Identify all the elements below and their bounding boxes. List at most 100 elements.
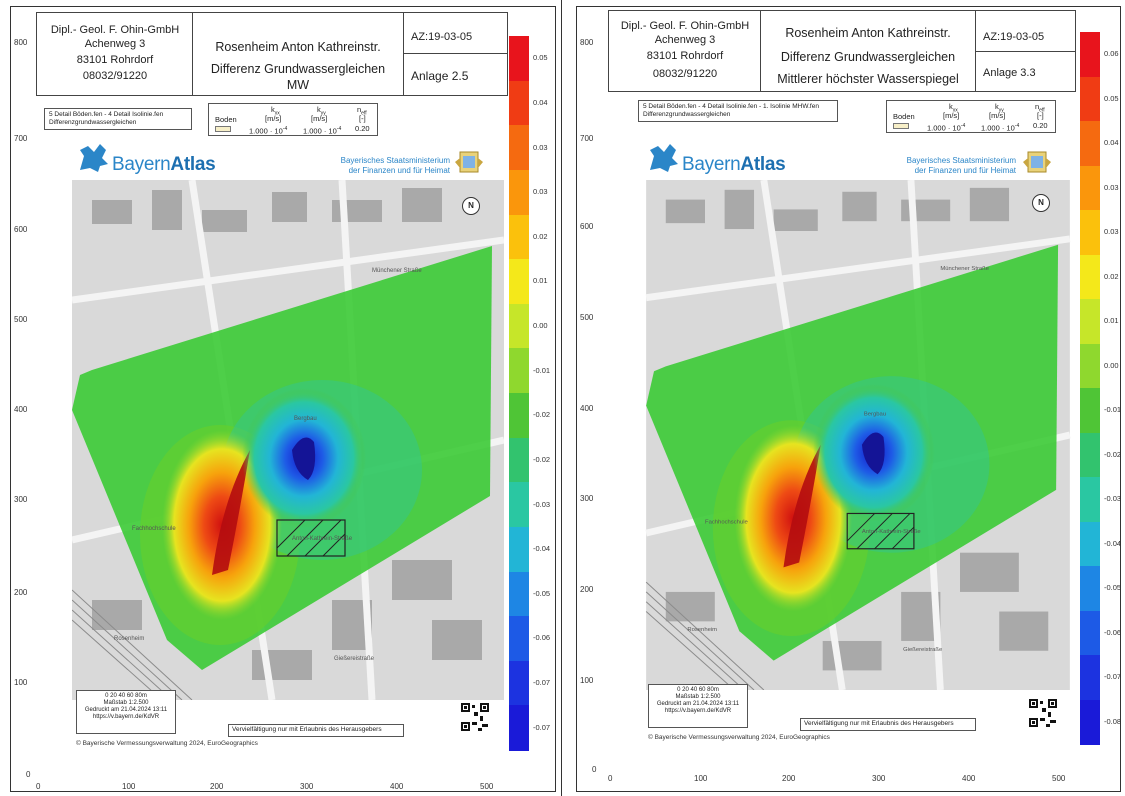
x-tick: 300 — [872, 774, 886, 783]
y-tick: 400 — [580, 404, 594, 413]
x-tick: 300 — [300, 782, 314, 791]
y-tick: 400 — [14, 405, 28, 414]
x-tick: 500 — [480, 782, 494, 791]
colorbar-tick-label: 0.03 — [1104, 182, 1119, 192]
plan-subtitle: Differenz Grundwassergleichen — [210, 62, 386, 76]
colorbar-tick-label: -0.02 — [533, 454, 551, 464]
colorbar-segment — [509, 437, 529, 483]
y-tick: 500 — [580, 313, 594, 322]
legend-line: Differenzgrundwassergleichen — [49, 119, 137, 126]
legend-line: 5 Detail Böden.fen - 4 Detail Isolinie.f… — [49, 111, 164, 118]
x-tick: 100 — [122, 782, 136, 791]
y-tick: 100 — [580, 676, 594, 685]
colorbar-segment — [509, 482, 529, 528]
colorbar-tick-label: -0.06 — [533, 633, 551, 643]
colorbar-segment — [509, 705, 529, 751]
colorbar-segment — [509, 125, 529, 171]
map-label: Rosenheim — [114, 636, 144, 642]
company-name: Dipl.- Geol. F. Ohin-GmbH — [620, 20, 750, 32]
colorbar-segment — [1080, 254, 1100, 300]
unit-neff: [-] — [1037, 111, 1044, 120]
kxx-label: kxx — [949, 102, 958, 114]
y-tick: 0 — [592, 765, 597, 774]
map-label: Bergbau — [864, 411, 886, 417]
y-tick: 200 — [580, 585, 594, 594]
unit-neff: [-] — [359, 114, 366, 123]
colorbar-segment — [509, 259, 529, 305]
copyright-note: Vervielfältigung nur mit Erlaubnis des H… — [228, 724, 404, 737]
neff-value: 0.20 — [1033, 121, 1048, 130]
coat-of-arms-icon — [1023, 151, 1051, 173]
colorbar-tick-label: 0.00 — [533, 321, 548, 331]
colorbar-tick-label: 0.00 — [1104, 360, 1119, 370]
scale-box: 0 20 40 60 80m Maßstab 1:2.500 Gedruckt … — [648, 684, 748, 728]
project-title: Rosenheim Anton Kathreinstr. — [785, 26, 951, 40]
scale-url[interactable]: https://v.bayern.de/KdVR — [92, 714, 160, 720]
y-tick: 800 — [14, 38, 28, 47]
file-legend: 5 Detail Böden.fen - 4 Detail Isolinie.f… — [638, 100, 838, 122]
rail-tracks — [72, 589, 193, 700]
anlage-number: Anlage 2.5 — [411, 69, 469, 83]
company-phone: 08032/91220 — [652, 68, 718, 80]
print-date: Gedruckt am 21.04.2024 13:11 — [84, 707, 168, 713]
sheet-divider — [561, 0, 567, 796]
colorbar-tick-label: -0.04 — [1104, 538, 1122, 548]
colorbar-tick-label: -0.01 — [1104, 405, 1122, 415]
x-tick: 0 — [36, 782, 41, 791]
kyy-value: 1.000 · 10-4 — [303, 126, 342, 136]
colorbar-tick-label: 0.03 — [1104, 227, 1119, 237]
colorbar-tick-label: 0.03 — [533, 142, 548, 152]
colorbar-segment — [1080, 343, 1100, 389]
company-city: 83101 Rohrdorf — [76, 54, 154, 66]
street-label: Münchener Straße — [940, 266, 989, 272]
colorbar-segment — [1080, 521, 1100, 567]
y-tick: 500 — [14, 315, 28, 324]
north-arrow-icon: N — [1032, 194, 1050, 212]
colorbar-tick-label: -0.06 — [1104, 627, 1122, 637]
divider — [403, 53, 508, 54]
colorbar-tick-label: -0.07 — [533, 678, 551, 688]
company-city: 83101 Rohrdorf — [646, 50, 724, 62]
colorbar-segment — [509, 80, 529, 126]
colorbar-tick-label: -0.02 — [533, 410, 551, 420]
x-tick: 400 — [390, 782, 404, 791]
scale-bar: 0 20 40 60 80m — [105, 693, 147, 699]
x-tick: 200 — [210, 782, 224, 791]
company-name: Dipl.- Geol. F. Ohin-GmbH — [50, 24, 180, 36]
kxx-value: 1.000 · 10-4 — [249, 126, 288, 136]
map-label: Fachhochschule — [132, 526, 176, 532]
scale-box: 0 20 40 60 80m Maßstab 1:2.500 Gedruckt … — [76, 690, 176, 734]
az-number: AZ:19-03-05 — [411, 31, 473, 43]
plan-subtitle-2: MW — [286, 78, 310, 92]
kyy-value: 1.000 · 10-4 — [981, 123, 1020, 133]
coat-of-arms-icon — [455, 151, 483, 173]
colorbar-segment — [1080, 76, 1100, 122]
colorbar-tick-label: 0.02 — [533, 231, 548, 241]
colorbar-tick-label: -0.05 — [1104, 583, 1122, 593]
groundwater-map: Fachhochschule Bergbau Rosenheim Anton-K… — [645, 180, 1071, 690]
ministry-name: Bayerisches Staatsministerium der Finanz… — [340, 156, 450, 175]
colorbar-tick-label: -0.02 — [1104, 449, 1122, 459]
colorbar-tick-label: 0.04 — [533, 97, 548, 107]
bayern-lion-icon — [650, 144, 678, 172]
title-block: Dipl.- Geol. F. Ohin-GmbH Achenweg 3 831… — [36, 12, 508, 96]
bayernatlas-logo: BayernAtlas — [112, 154, 216, 175]
divider — [975, 51, 1076, 52]
map-label: Fachhochschule — [705, 519, 748, 525]
colorbar-segment — [1080, 610, 1100, 656]
colorbar-segment — [509, 214, 529, 260]
colorbar — [509, 36, 529, 751]
bayern-lion-icon — [80, 144, 108, 172]
company-street: Achenweg 3 — [654, 34, 716, 46]
y-tick: 300 — [14, 495, 28, 504]
scale-ratio: Maßstab 1:2.500 — [103, 700, 149, 706]
company-street: Achenweg 3 — [84, 38, 146, 50]
y-tick: 100 — [14, 678, 28, 687]
plan-subtitle: Differenz Grundwassergleichen — [780, 50, 956, 64]
colorbar-segment — [1080, 655, 1100, 700]
street-label: Gießereistraße — [903, 647, 942, 653]
unit-kyy: [m/s] — [989, 111, 1006, 120]
scale-url[interactable]: https://v.bayern.de/KdVR — [664, 708, 732, 714]
boden-label: Boden — [215, 115, 237, 124]
rail-tracks — [645, 581, 765, 690]
